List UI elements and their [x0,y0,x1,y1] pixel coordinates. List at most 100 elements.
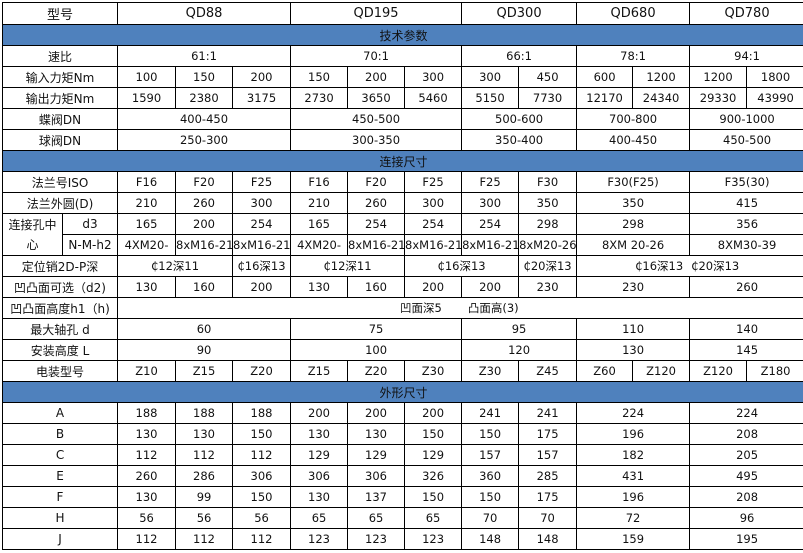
table-cell: 200 [405,403,462,424]
table-cell: Z120 [633,361,690,382]
table-cell: 900-1000 [690,109,803,130]
table-cell: 300 [405,67,462,88]
table-cell: Z15 [176,361,233,382]
table-cell: 306 [233,466,291,487]
table-cell: 250-300 [118,130,291,151]
model-header: QD300 [462,3,577,25]
table-cell: Z30 [405,361,462,382]
table-cell: Z180 [747,361,803,382]
table-cell: 200 [348,67,405,88]
table-cell: 200 [462,277,519,298]
table-cell: 5460 [405,88,462,109]
table-cell: 200 [233,67,291,88]
table-cell: 148 [462,529,519,550]
row-label: A [3,403,118,424]
table-cell: 94:1 [690,46,803,67]
table-cell: 12170 [577,88,633,109]
table-cell: 90 [118,340,291,361]
table-cell: 123 [348,529,405,550]
table-cell: 300-350 [291,130,462,151]
table-cell: 450 [519,67,577,88]
table-cell: 8XM 20-26 [577,235,690,256]
table-cell: 123 [405,529,462,550]
table-cell: 129 [405,445,462,466]
table-cell: ₵12深11 [118,256,233,277]
table-cell: 72 [577,508,690,529]
table-cell: 230 [519,277,577,298]
table-cell: 129 [291,445,348,466]
table-cell: 298 [519,214,577,235]
table-cell: 286 [176,466,233,487]
table-cell: 150 [405,487,462,508]
table-cell: 182 [577,445,690,466]
model-header: QD680 [577,3,690,25]
table-cell: 8xM16-21 [462,235,519,256]
table-cell: 300 [233,193,291,214]
table-cell: 70:1 [291,46,462,67]
row-label: H [3,508,118,529]
model-header: QD195 [291,3,462,25]
table-cell: 254 [405,214,462,235]
table-cell: 1200 [633,67,690,88]
table-cell: 78:1 [577,46,690,67]
table-cell: 285 [519,466,577,487]
table-cell: 120 [462,340,577,361]
table-cell: 415 [690,193,803,214]
table-cell: 600 [577,67,633,88]
row-label: 蝶阀DN [3,109,118,130]
table-cell: 2380 [176,88,233,109]
table-cell: 140 [690,319,803,340]
table-cell: 150 [462,424,519,445]
table-cell: 96 [690,508,803,529]
table-cell: 112 [176,445,233,466]
table-cell: 254 [348,214,405,235]
table-cell: F16 [291,172,348,193]
table-cell: 165 [118,214,176,235]
row-label: C [3,445,118,466]
table-cell: 130 [176,424,233,445]
section-row: 连接尺寸 [3,151,803,172]
table-cell: 260 [690,277,803,298]
table-cell: 150 [233,424,291,445]
table-cell: 175 [519,487,577,508]
table-cell: Z15 [291,361,348,382]
table-cell: 431 [577,466,690,487]
model-header: QD780 [690,3,803,25]
row-sublabel: N-M-h2 [63,235,118,256]
table-cell: 298 [577,214,690,235]
table-cell: 1800 [747,67,803,88]
table-row: 定位销2D-P深₵12深11₵16深13₵12深11₵16深13₵20深13₵1… [3,256,803,277]
table-cell: 112 [176,529,233,550]
table-cell: 157 [519,445,577,466]
table-cell: 300 [405,193,462,214]
table-cell: 137 [348,487,405,508]
table-cell: 150 [405,424,462,445]
table-cell: 60 [118,319,291,340]
table-cell: 254 [462,214,519,235]
table-cell: 175 [519,424,577,445]
table-cell: 56 [233,508,291,529]
table-cell: 350-400 [462,130,577,151]
table-cell: Z10 [118,361,176,382]
row-label: 凹凸面高度h1（h) [3,298,118,319]
section-title: 连接尺寸 [3,151,803,172]
table-cell: 208 [690,424,803,445]
table-cell: 500-600 [462,109,577,130]
table-cell: 224 [690,403,803,424]
table-cell: 254 [233,214,291,235]
table-cell: 112 [118,529,176,550]
table-cell: 1590 [118,88,176,109]
row-group-label: 连接孔中心 [3,214,63,256]
table-cell: 230 [577,277,690,298]
